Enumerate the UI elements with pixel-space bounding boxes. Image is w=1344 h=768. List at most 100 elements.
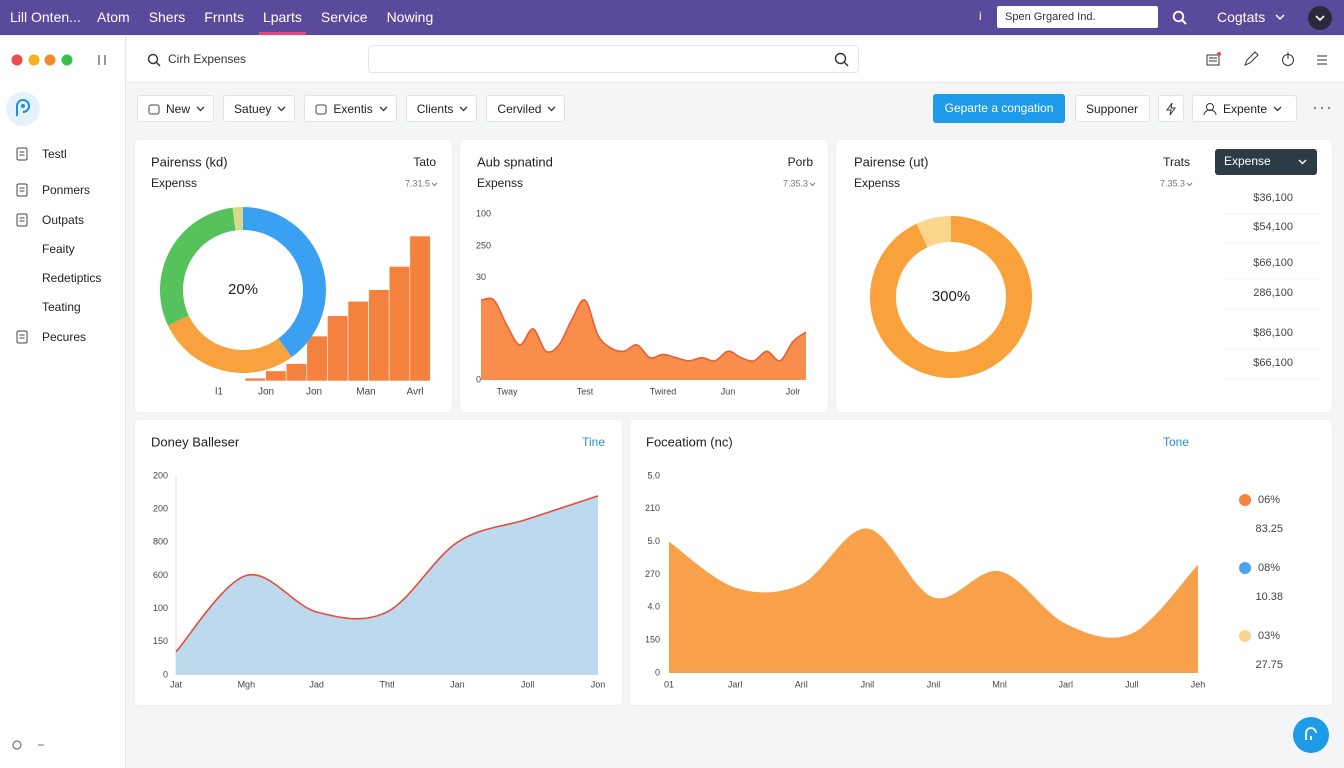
legend-amount: 10.38 <box>1255 591 1283 603</box>
x-tick-label: Jarl <box>728 679 743 689</box>
sidebar: Testl Ponmers Outpats Feaity Redetiptics Teat… <box>0 36 126 768</box>
x-tick-label: Jan <box>450 679 465 689</box>
nav-item[interactable]: Frnnts <box>204 9 244 25</box>
bolt-button[interactable] <box>1158 95 1184 122</box>
nav-item[interactable]: Atom <box>97 9 130 25</box>
nav-item[interactable]: Nowing <box>386 9 434 25</box>
view-select[interactable]: Expente <box>1192 95 1297 122</box>
sidebar-item[interactable]: Feaity <box>0 239 125 259</box>
help-button[interactable] <box>1292 716 1330 754</box>
nav-item[interactable]: Service <box>320 9 368 25</box>
filter-icon <box>148 104 160 114</box>
top-search[interactable]: Spen Grgared Ind. <box>997 6 1158 28</box>
legend-label: 03% <box>1258 630 1280 642</box>
filter-label: Satuey <box>234 101 272 116</box>
donut-hole <box>183 230 303 350</box>
filter-select[interactable]: Clients <box>405 95 478 122</box>
y-tick-label: 4.0 <box>647 602 660 612</box>
header-icons[interactable] <box>1205 50 1335 70</box>
y-tick-label: 150 <box>645 635 660 645</box>
x-tick-label: Thtl <box>379 679 394 689</box>
search-icon <box>834 52 849 67</box>
line <box>175 495 599 653</box>
filter-label: New <box>166 101 191 116</box>
primary-button[interactable]: Geparte a congation <box>933 94 1065 123</box>
x-tick-label: Jnil <box>861 679 875 689</box>
x-tick-label: Jarl <box>1058 679 1073 689</box>
donut-slice <box>870 216 1032 379</box>
chart-meta: 7.35.3 <box>783 178 808 188</box>
donut-center-label: 300% <box>932 288 970 305</box>
icon-shape <box>16 213 28 227</box>
more-icon[interactable] <box>1312 104 1332 112</box>
x-tick-label: Jun <box>721 386 736 396</box>
x-tick-label: Jat <box>170 679 183 689</box>
search-icon[interactable] <box>1172 10 1188 26</box>
filter-select[interactable]: New <box>137 95 215 122</box>
info[interactable]: i <box>979 9 982 23</box>
nav-item[interactable]: Lparts <box>258 0 306 35</box>
icon-lines <box>19 187 25 192</box>
chart-subtitle: Expenss <box>477 176 523 190</box>
filter-select[interactable]: Satuey <box>223 95 296 122</box>
chart-link[interactable]: Tine <box>582 435 605 449</box>
sidebar-item[interactable]: Pecures <box>0 327 125 347</box>
toggle-icon[interactable] <box>96 54 108 66</box>
sidebar-label: Ponmers <box>42 183 91 197</box>
chevron <box>459 106 468 111</box>
y-tick-label: 210 <box>645 503 660 513</box>
chart-link[interactable]: Trats <box>1163 155 1190 169</box>
window-controls <box>11 54 73 66</box>
legend-dot <box>1239 494 1251 506</box>
chevron-path <box>196 106 205 111</box>
chart-title: Pairenss (kd) <box>151 154 228 169</box>
x-tick-label: Jon <box>591 679 606 689</box>
bottom-icons[interactable] <box>10 738 50 752</box>
nav: Atom Shers Frnnts Lparts Service Nowing <box>97 0 452 35</box>
x-tick-label: Twired <box>650 386 677 396</box>
chart-title: Foceatiom (nc) <box>646 434 733 449</box>
x-tick-label: Jad <box>309 679 324 689</box>
filter-select[interactable]: Exentis <box>304 95 397 122</box>
chart-link[interactable]: Tato <box>413 155 436 169</box>
y-tick-label: 250 <box>476 240 491 250</box>
chart-card: Doney Balleser Tine 0 150 100 600 800 200 200 Jat… <box>135 420 622 705</box>
filter-select[interactable]: Cerviled <box>486 95 566 122</box>
x-tick-label: Tway <box>496 386 518 396</box>
x-tick-label: Jon <box>258 387 274 398</box>
sidebar-item[interactable]: Outpats <box>0 210 125 230</box>
sidebar-item[interactable]: Redetiptics <box>0 268 125 288</box>
brand: Lill Onten... <box>10 9 81 25</box>
y-tick-label: 200 <box>153 504 168 514</box>
sidebar-label: Outpats <box>42 213 85 227</box>
icon-lines <box>19 151 25 156</box>
user-menu[interactable]: Cogtats <box>1217 9 1266 25</box>
sidebar-item[interactable]: Testl <box>0 144 125 164</box>
nav-item[interactable]: Shers <box>148 9 186 25</box>
chart-link[interactable]: Tone <box>1163 435 1189 449</box>
legend-dot <box>1239 562 1251 574</box>
filter-icon <box>315 104 327 114</box>
y-tick-label: 100 <box>153 603 168 613</box>
chart-link[interactable]: Porb <box>788 155 814 169</box>
sidebar-item[interactable]: Teating <box>0 297 125 317</box>
icon-shape <box>16 147 28 161</box>
legend-amount: 83.25 <box>1255 523 1283 535</box>
chart-subtitle: Expenss <box>854 176 900 190</box>
search-input[interactable] <box>368 45 859 73</box>
bolt-icon <box>1166 102 1176 115</box>
secondary-button[interactable]: Supponer <box>1075 95 1150 122</box>
logo[interactable] <box>5 91 41 127</box>
chart-meta: 7.35.3 <box>1160 178 1185 188</box>
page-search[interactable]: Cirh Expenses <box>168 52 247 66</box>
sidebar-item[interactable]: Ponmers <box>0 180 125 200</box>
search-icon <box>147 53 161 67</box>
header-row: Cirh Expenses <box>127 36 1344 83</box>
y-tick-label: 0 <box>476 374 481 384</box>
avatar[interactable] <box>1307 5 1333 31</box>
chevron-path <box>547 106 556 111</box>
x-tick-label: Avrl <box>406 387 423 398</box>
list-value: $36,100 <box>1253 192 1293 204</box>
filter-label: Cerviled <box>497 101 542 116</box>
